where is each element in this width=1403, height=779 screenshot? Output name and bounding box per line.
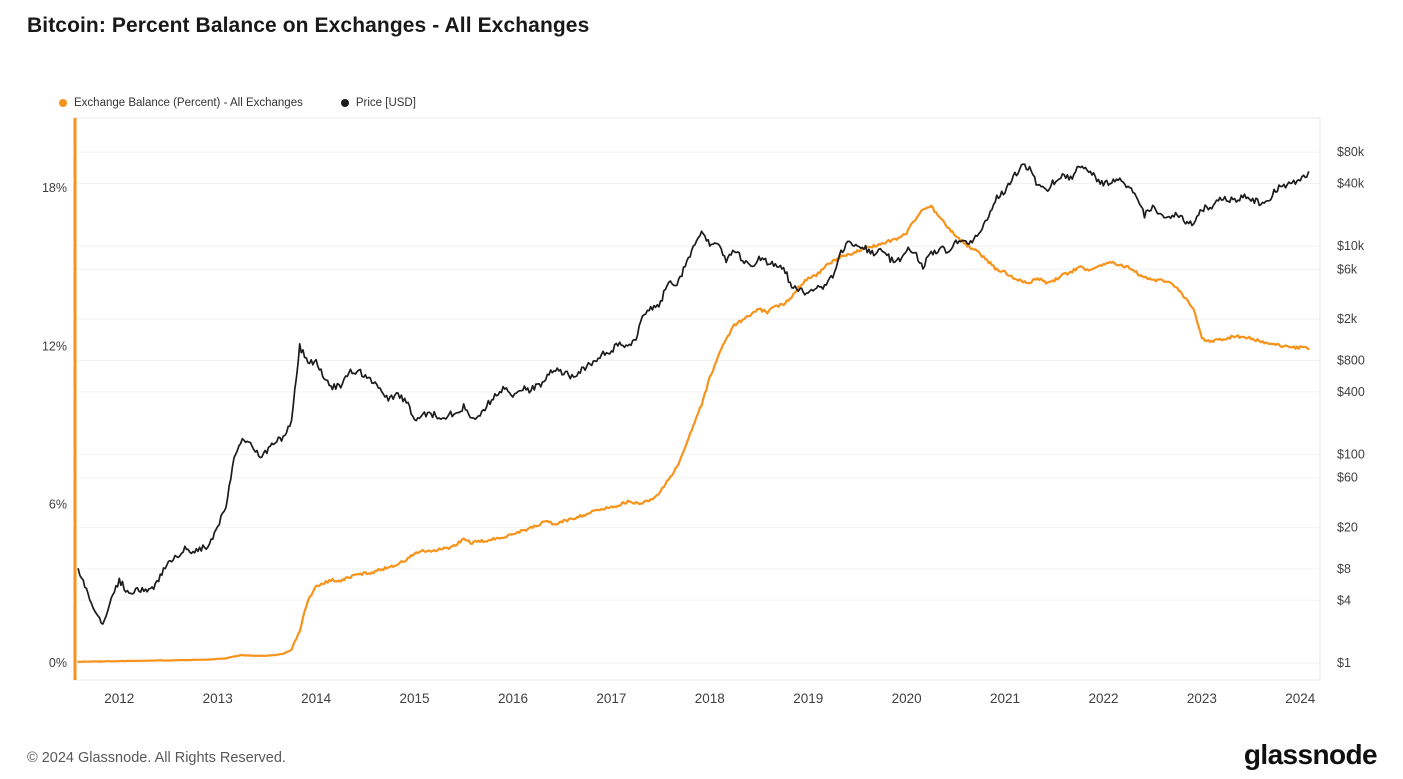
copyright-text: © 2024 Glassnode. All Rights Reserved. [27,750,286,766]
x-axis-tick: 2020 [892,691,922,706]
legend-dot-price [340,99,349,107]
right-axis-tick: $1 [1337,656,1351,670]
legend-label-price: Price [USD] [355,97,416,109]
x-axis-tick: 2012 [104,691,134,706]
x-axis-tick: 2024 [1285,691,1316,706]
x-axis-tick: 2022 [1088,691,1118,706]
right-axis-tick: $2k [1337,312,1358,326]
page-title: Bitcoin: Percent Balance on Exchanges - … [27,14,590,37]
x-axis-tick: 2023 [1187,691,1217,706]
plot-border [74,117,1321,681]
x-axis-tick: 2018 [695,691,725,706]
left-axis-tick: 18% [42,181,67,195]
right-axis-tick: $8 [1337,562,1351,576]
x-axis-tick: 2021 [990,691,1020,706]
x-axis-tick: 2015 [400,691,430,706]
right-axis-tick: $80k [1337,145,1365,159]
x-axis-tick: 2014 [301,691,332,706]
right-axis-tick: $10k [1337,239,1365,253]
x-axis-tick: 2017 [596,691,626,706]
left-axis-tick: 6% [49,498,67,512]
legend-item-exchange-balance[interactable]: Exchange Balance (Percent) - All Exchang… [59,97,303,109]
legend-dot-exchange-balance [59,99,67,107]
exchange-balance-line [77,204,1310,663]
right-axis-tick: $40k [1337,176,1365,190]
right-axis-tick: $60 [1337,471,1358,485]
price-line [77,163,1310,625]
chart-legend: Exchange Balance (Percent) - All Exchang… [59,97,416,109]
x-axis-tick: 2019 [793,691,823,706]
left-axis-tick: 12% [42,339,67,353]
glassnode-logo: glassnode [1243,739,1378,770]
legend-item-price[interactable]: Price [USD] [340,97,416,109]
right-axis-tick: $4 [1337,593,1351,607]
right-axis-tick: $100 [1337,448,1365,462]
legend-label-exchange-balance: Exchange Balance (Percent) - All Exchang… [74,97,303,109]
left-axis-tick: 0% [49,656,67,670]
right-axis-tick: $800 [1337,353,1365,367]
x-axis-tick: 2016 [498,691,528,706]
right-axis-tick: $400 [1337,385,1365,399]
x-axis-tick: 2013 [203,691,233,706]
right-axis-tick: $6k [1337,262,1358,276]
right-axis-tick: $20 [1337,520,1358,534]
